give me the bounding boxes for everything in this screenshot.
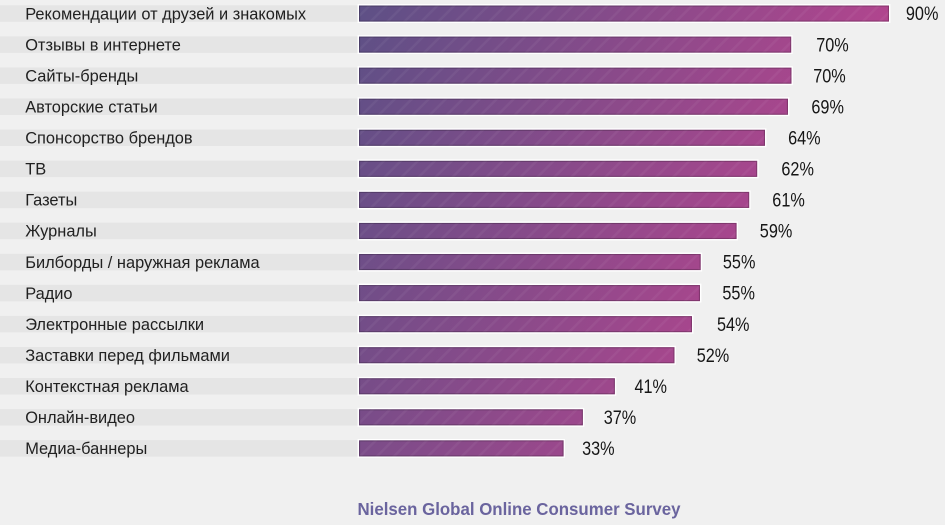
svg-text:41%: 41% — [635, 376, 668, 398]
svg-text:Онлайн-видео: Онлайн-видео — [25, 409, 135, 427]
svg-text:69%: 69% — [811, 96, 844, 118]
svg-text:70%: 70% — [813, 65, 846, 87]
svg-text:Медиа-баннеры: Медиа-баннеры — [25, 440, 147, 458]
svg-text:Рекомендации от друзей и знако: Рекомендации от друзей и знакомых — [25, 5, 307, 23]
svg-text:Электронные рассылки: Электронные рассылки — [25, 316, 204, 334]
svg-text:64%: 64% — [788, 127, 821, 149]
svg-text:Контекстная реклама: Контекстная реклама — [25, 378, 189, 396]
svg-text:Сайты-бренды: Сайты-бренды — [25, 67, 138, 85]
svg-text:Спонсорство брендов: Спонсорство брендов — [25, 130, 192, 148]
svg-text:Отзывы в интернете: Отзывы в интернете — [25, 36, 181, 54]
svg-text:Авторские статьи: Авторские статьи — [25, 98, 158, 116]
svg-text:52%: 52% — [697, 345, 730, 367]
svg-text:55%: 55% — [722, 283, 755, 305]
svg-text:Nielsen Global Online Consumer: Nielsen Global Online Consumer Survey — [358, 499, 681, 519]
svg-text:59%: 59% — [760, 221, 793, 243]
svg-text:70%: 70% — [816, 34, 849, 56]
svg-text:55%: 55% — [723, 252, 756, 274]
svg-text:Радио: Радио — [25, 285, 72, 303]
svg-text:61%: 61% — [772, 190, 805, 212]
svg-text:Газеты: Газеты — [25, 192, 77, 210]
svg-text:37%: 37% — [604, 407, 637, 429]
svg-text:Журналы: Журналы — [25, 223, 97, 241]
svg-text:33%: 33% — [582, 438, 615, 460]
svg-text:90%: 90% — [906, 3, 939, 25]
svg-text:54%: 54% — [717, 314, 750, 336]
svg-text:Заставки перед фильмами: Заставки перед фильмами — [25, 347, 230, 365]
svg-text:62%: 62% — [781, 159, 814, 181]
svg-text:Билборды / наружная реклама: Билборды / наружная реклама — [25, 254, 260, 272]
svg-text:ТВ: ТВ — [25, 161, 46, 179]
